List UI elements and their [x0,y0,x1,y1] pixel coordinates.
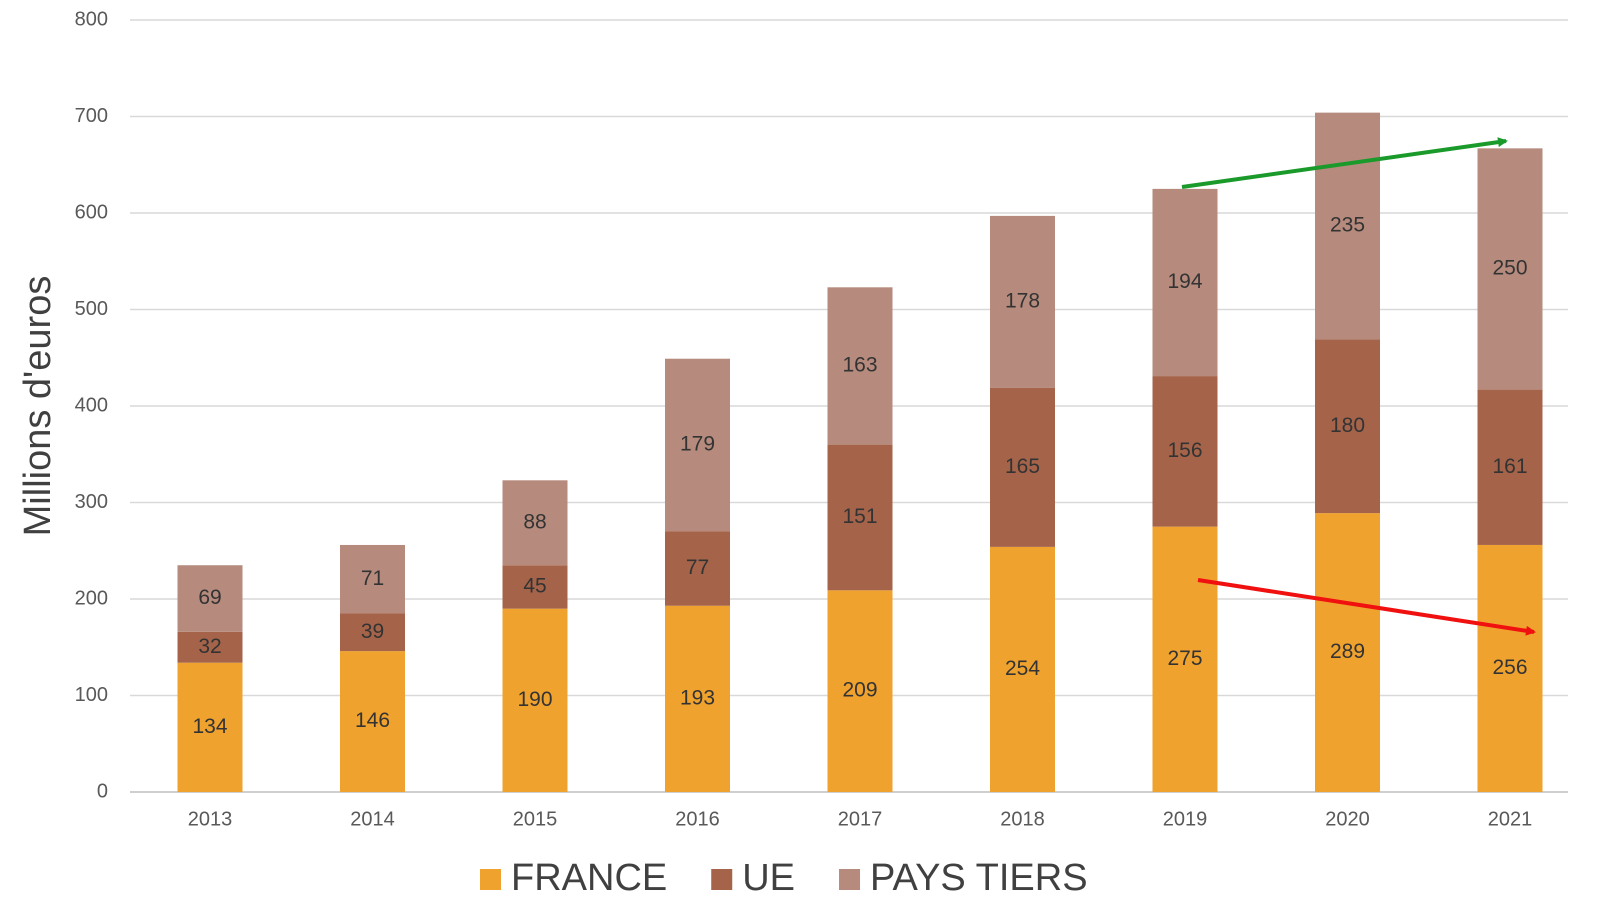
x-tick-label: 2015 [513,808,558,830]
bar-segment [990,387,1055,547]
legend-swatch [480,869,501,890]
trend-arrow [1197,578,1536,636]
data-label: 71 [361,567,384,590]
bar-segment [1477,148,1543,390]
bar-segment [1152,526,1218,792]
data-label: 256 [1492,656,1527,679]
bars: 134 32 69 146 39 71 190 45 88 193 77 179 209 151 163 25… [177,112,1543,792]
x-tick-label: 2017 [838,808,883,830]
bar-segment [1477,389,1543,545]
y-tick-label: 800 [75,8,108,30]
legend-label: FRANCE [511,857,667,899]
y-tick-label: 600 [75,201,108,223]
bar-segment [1315,339,1380,514]
y-tick-label: 500 [75,298,108,320]
data-label: 161 [1492,455,1527,478]
bar-segment [502,480,568,566]
annotations [1181,137,1536,636]
trend-arrow [1181,137,1508,189]
data-label: 163 [842,353,877,376]
bar-segment [502,565,568,609]
bar-segment [665,605,730,792]
bar-segment [340,613,405,652]
legend-label: UE [742,857,795,899]
data-label: 69 [198,586,221,609]
data-label: 178 [1005,289,1040,312]
bar-segment [827,590,893,792]
bar-segment [1315,112,1380,340]
x-tick-label: 2021 [1488,808,1533,830]
y-tick-label: 100 [75,684,108,706]
data-label: 156 [1167,439,1202,462]
legend: FRANCE UE PAYS TIERS [480,857,1088,899]
x-tick-label: 2018 [1000,808,1045,830]
data-label: 193 [680,686,715,709]
bar-segment [177,565,243,632]
bar-segment [340,651,405,792]
legend-swatch [839,869,861,890]
data-label: 275 [1167,647,1202,670]
data-label: 235 [1330,214,1365,237]
data-label: 77 [686,556,709,579]
bar-segment [340,544,405,614]
data-label: 209 [842,679,877,702]
bar-segment [665,531,730,606]
bar-segment [177,631,243,663]
bar-segment [827,444,893,591]
data-label: 250 [1492,257,1527,280]
data-label: 190 [517,688,552,711]
y-axis-label: Millions d'euros [17,276,59,537]
bar-segment [990,546,1055,792]
grid: 0 100 200 300 400 500 600 700 800 2013 2014 2015 201… [75,8,1568,830]
bar-segment [1152,376,1218,527]
bar-segment [1477,544,1543,792]
data-label: 289 [1330,640,1365,663]
y-tick-label: 300 [75,491,108,513]
x-tick-label: 2020 [1325,808,1370,830]
x-tick-label: 2014 [350,808,395,830]
data-label: 32 [198,635,221,658]
bar-segment [1315,513,1380,792]
legend-label: PAYS TIERS [870,857,1088,899]
x-tick-label: 2016 [675,808,720,830]
data-label: 88 [523,510,546,533]
bar-segment [177,662,243,792]
data-label: 254 [1005,657,1040,680]
data-label: 146 [355,709,390,732]
y-tick-label: 700 [75,105,108,127]
data-label: 180 [1330,414,1365,437]
bar-segment [502,608,568,792]
bar-segment [827,287,893,445]
y-tick-label: 400 [75,394,108,416]
data-label: 194 [1167,270,1202,293]
bar-segment [1152,188,1218,377]
bar-segment [665,358,730,532]
y-tick-label: 0 [97,780,108,802]
data-label: 151 [842,505,877,528]
data-label: 165 [1005,455,1040,478]
data-label: 39 [361,620,384,643]
y-tick-label: 200 [75,587,108,609]
x-tick-label: 2013 [188,808,233,830]
data-label: 134 [192,715,227,738]
legend-swatch [711,869,733,890]
data-label: 45 [523,574,546,597]
bar-segment [990,215,1055,388]
data-label: 179 [680,433,715,456]
x-tick-label: 2019 [1163,808,1208,830]
